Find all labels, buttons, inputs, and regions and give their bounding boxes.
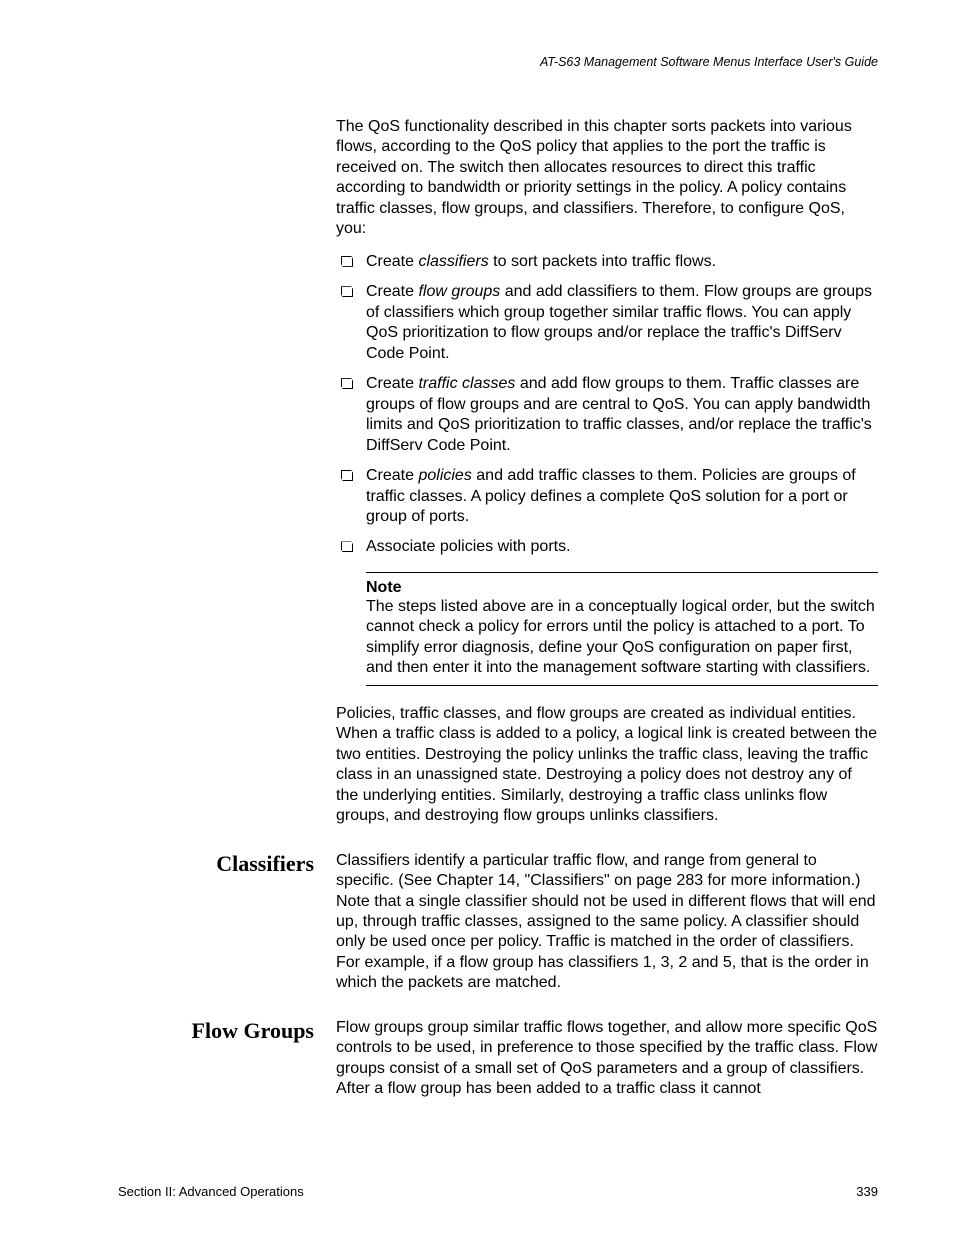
bullet-post: to sort packets into traffic flows.: [489, 253, 716, 270]
bullet-pre: Create: [366, 283, 418, 300]
list-item: Create traffic classes and add flow grou…: [336, 374, 878, 456]
page: AT-S63 Management Software Menus Interfa…: [0, 0, 954, 1235]
section-body: Flow groups group similar traffic flows …: [336, 1018, 878, 1100]
after-note-paragraph: Policies, traffic classes, and flow grou…: [336, 704, 878, 827]
running-header: AT-S63 Management Software Menus Interfa…: [118, 55, 878, 69]
bullet-keyword: policies: [418, 467, 471, 484]
list-item: Associate policies with ports.: [336, 537, 878, 557]
section-classifiers: Classifiers Classifiers identify a parti…: [118, 851, 878, 994]
note-body: The steps listed above are in a conceptu…: [366, 597, 878, 679]
page-footer: Section II: Advanced Operations 339: [118, 1184, 878, 1199]
bullet-pre: Create: [366, 467, 418, 484]
intro-paragraph: The QoS functionality described in this …: [336, 117, 878, 240]
intro-block: The QoS functionality described in this …: [336, 117, 878, 827]
qos-steps-list: Create classifiers to sort packets into …: [336, 252, 878, 558]
bullet-pre: Create: [366, 253, 418, 270]
bullet-keyword: flow groups: [418, 283, 500, 300]
bullet-keyword: traffic classes: [418, 375, 515, 392]
list-item: Create classifiers to sort packets into …: [336, 252, 878, 272]
bullet-pre: Create: [366, 375, 418, 392]
note-title: Note: [366, 579, 878, 597]
note-box: Note The steps listed above are in a con…: [366, 572, 878, 686]
section-heading: Flow Groups: [118, 1018, 336, 1044]
list-item: Create flow groups and add classifiers t…: [336, 282, 878, 364]
section-flow-groups: Flow Groups Flow groups group similar tr…: [118, 1018, 878, 1100]
section-heading: Classifiers: [118, 851, 336, 877]
bullet-keyword: classifiers: [418, 253, 488, 270]
footer-section-label: Section II: Advanced Operations: [118, 1184, 304, 1199]
bullet-pre: Associate policies with ports.: [366, 538, 571, 555]
section-body: Classifiers identify a particular traffi…: [336, 851, 878, 994]
footer-page-number: 339: [856, 1184, 878, 1199]
list-item: Create policies and add traffic classes …: [336, 466, 878, 527]
